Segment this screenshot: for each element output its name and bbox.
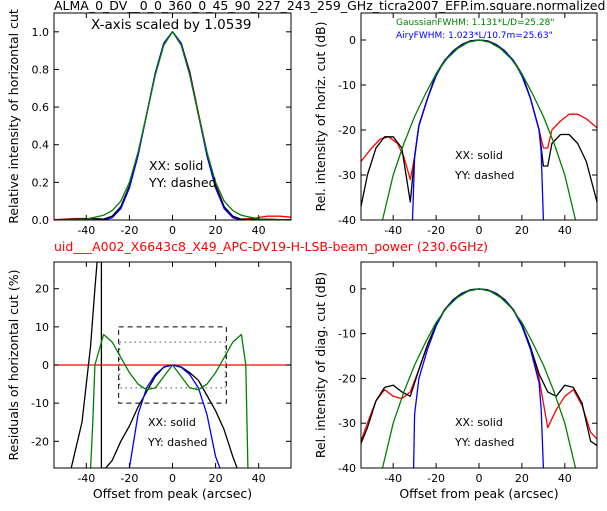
x-tick-label: 0: [476, 472, 483, 485]
y-tick-label: -10: [338, 328, 356, 341]
polarization-annotation: YY: dashed: [148, 175, 216, 190]
series-line-3: [89, 333, 249, 468]
y-tick-label: 0: [42, 359, 49, 372]
fwhm-legend-text: AiryFWHM: 1.023*L/10.7m=25.63": [396, 31, 553, 41]
x-tick-label: 20: [209, 472, 223, 485]
x-tick-label: -40: [77, 224, 95, 237]
x-tick-label: 0: [169, 224, 176, 237]
y-tick-label: 0: [349, 34, 356, 47]
figure-subtitle: uid___A002_X6643c8_X49_APC-DV19-H-LSB-be…: [54, 239, 488, 254]
series-line-0: [54, 31, 291, 220]
x-tick-label: 40: [558, 472, 572, 485]
series-line-2: [54, 31, 291, 220]
y-tick-label: -40: [338, 462, 356, 475]
polarization-annotation: YY: dashed: [454, 436, 514, 449]
x-axis-label: Offset from peak (arcsec): [93, 486, 252, 501]
axes-frame: [360, 12, 598, 221]
series-group: [54, 31, 291, 220]
series-line-2: [128, 364, 221, 468]
y-tick-label: 0.6: [32, 101, 50, 114]
x-tick-label: 20: [515, 472, 529, 485]
x-tick-label: -20: [427, 472, 445, 485]
y-tick-label: 0.2: [32, 176, 50, 189]
y-tick-label: -30: [338, 417, 356, 430]
y-tick-label: -30: [338, 169, 356, 182]
series-group: [361, 288, 597, 468]
series-line-3: [54, 31, 291, 220]
y-tick-label: 0.4: [32, 139, 50, 152]
fwhm-legend-text: GaussianFWHM: 1.131*L/D=25.28": [396, 18, 554, 28]
y-tick-label: -10: [338, 79, 356, 92]
polarization-annotation: YY: dashed: [454, 169, 514, 182]
y-tick-label: 0.0: [32, 214, 50, 227]
series-group: [54, 262, 291, 468]
y-tick-label: -20: [338, 372, 356, 385]
y-tick-label: 0.8: [32, 63, 50, 76]
y-axis-label: Rel. intensity of horiz. cut (dB): [313, 21, 328, 211]
scale-annotation: X-axis scaled by 1.0539: [91, 17, 252, 33]
polarization-annotation: XX: solid: [455, 416, 503, 429]
chart-top-left: -40 -20 0 20 40 0.0 0.2 0.4 0.6 0.8 1.0 Relative in…: [6, 9, 292, 237]
y-tick-label: -10: [31, 397, 49, 410]
polarization-annotation: XX: solid: [455, 149, 503, 162]
y-axis-label: Rel. intensity of diag. cut (dB): [313, 272, 328, 458]
chart-bottom-right: -40 -20 0 20 40 0 -10 -20 -30 -40 Rel. intensity o…: [313, 261, 598, 501]
x-tick-label: 0: [169, 472, 176, 485]
polarization-annotation: XX: solid: [149, 158, 203, 173]
chart-top-right: -40 -20 0 20 40 0 -10 -20 -30 -40 Rel. intensity o…: [313, 12, 598, 237]
x-tick-label: 40: [252, 472, 266, 485]
x-tick-label: 40: [252, 224, 266, 237]
y-axis-label: Residuals of horizontal cut (%): [6, 270, 21, 461]
series-line-3: [381, 39, 577, 220]
x-tick-label: 20: [209, 224, 223, 237]
x-tick-label: -20: [120, 472, 138, 485]
x-tick-label: -40: [384, 472, 402, 485]
y-tick-label: 0: [349, 283, 356, 296]
y-tick-label: -20: [338, 124, 356, 137]
x-tick-label: -40: [384, 224, 402, 237]
x-tick-label: -40: [77, 472, 95, 485]
x-tick-label: -20: [120, 224, 138, 237]
series-line-3: [381, 288, 577, 468]
series-group: [361, 39, 597, 220]
x-tick-label: 0: [476, 224, 483, 237]
series-line-1: [54, 31, 291, 220]
y-tick-label: 20: [35, 283, 49, 296]
x-axis-label: Offset from peak (arcsec): [399, 486, 558, 501]
y-axis-label: Relative intensity of horizontal cut: [6, 9, 21, 224]
x-tick-label: -20: [427, 224, 445, 237]
y-tick-label: 1.0: [32, 26, 50, 39]
polarization-annotation: YY: dashed: [147, 436, 207, 449]
series-line-2: [411, 39, 545, 220]
y-tick-label: -40: [338, 214, 356, 227]
y-tick-label: -20: [31, 435, 49, 448]
x-tick-label: 40: [558, 224, 572, 237]
polarization-annotation: XX: solid: [148, 416, 196, 429]
figure-title: ALMA_0_DV__0_0_360_0_45_90_227_243_259_G…: [54, 0, 605, 13]
y-tick-label: 10: [35, 321, 49, 334]
chart-bottom-left: -40 -20 0 20 40 -20 -10 0 10 20 Residuals of horiz…: [6, 261, 292, 501]
x-tick-label: 20: [515, 224, 529, 237]
